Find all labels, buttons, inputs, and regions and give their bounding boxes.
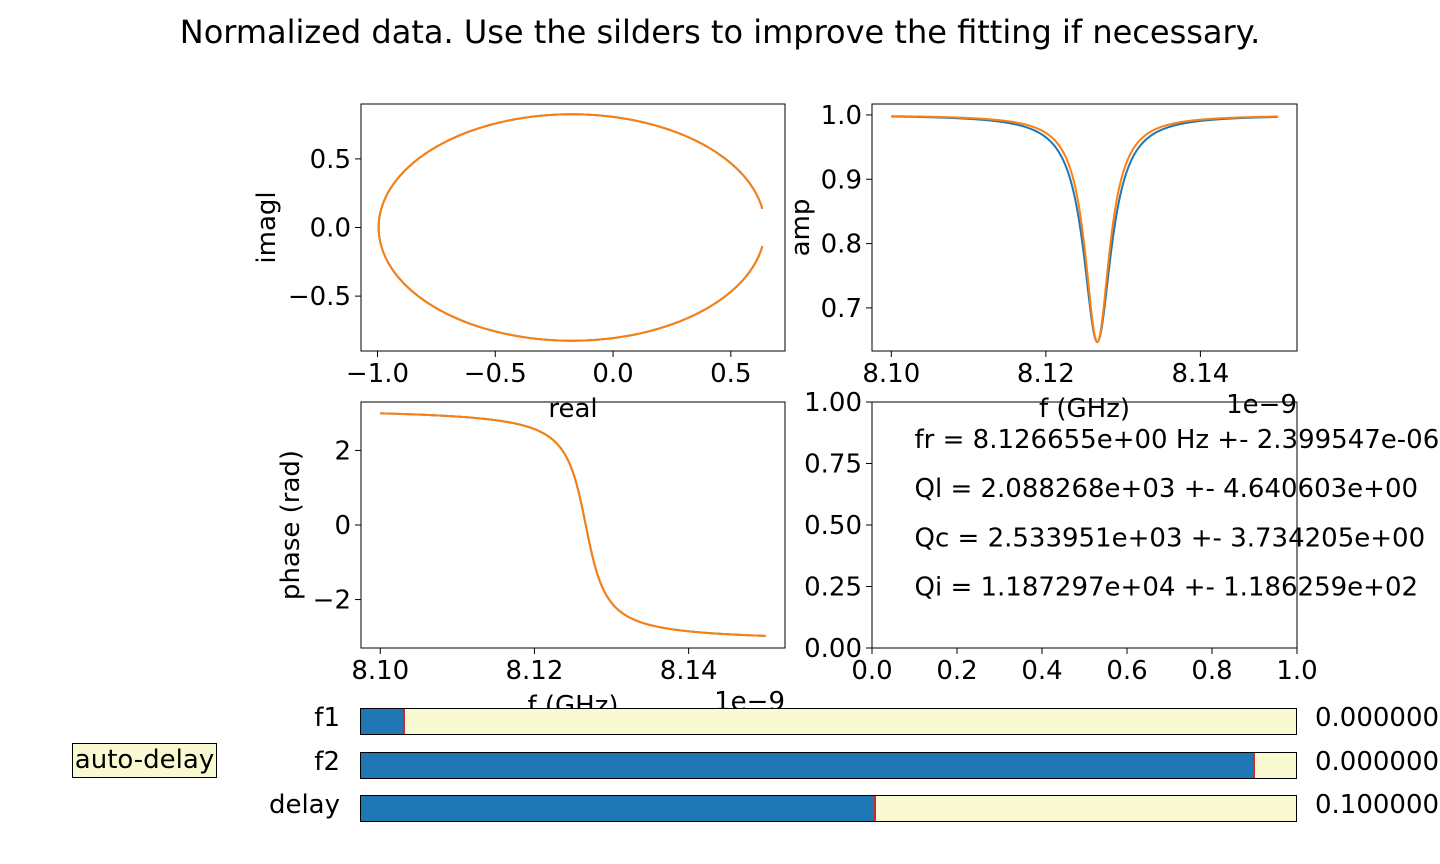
- amp-ytick-label: 0.8: [821, 230, 862, 260]
- phase-ylabel: phase (rad): [276, 450, 306, 600]
- amp-ylabel: amp: [786, 199, 816, 257]
- results-ytick-label: 0.50: [804, 511, 862, 541]
- results-xtick-label: 1.0: [1276, 656, 1317, 686]
- slider-f1-handle[interactable]: [403, 709, 405, 734]
- slider-delay-fill: [361, 796, 876, 821]
- iq-xtick-label: −0.5: [464, 359, 527, 389]
- slider-f2-fill: [361, 753, 1254, 778]
- phase-ytick-label: 2: [334, 436, 351, 466]
- iq-ytick-label: −0.5: [288, 282, 351, 312]
- results-ytick-label: 0.25: [804, 573, 862, 603]
- amp-xtick-label: 8.12: [1017, 359, 1075, 389]
- iq-frame: [360, 103, 786, 352]
- phase-xtick-label: 8.10: [351, 656, 409, 686]
- results-xtick-label: 0.8: [1191, 656, 1232, 686]
- phase-series-fit: [380, 412, 766, 637]
- slider-delay[interactable]: [360, 795, 1297, 822]
- slider-f2-value: 0.000000: [1315, 747, 1440, 777]
- slider-f2-handle[interactable]: [1252, 753, 1255, 778]
- slider-f1-fill: [361, 709, 404, 734]
- results-text: Qi = 1.187297e+04 +- 1.186259e+02: [915, 573, 1419, 603]
- iq-series-data: [377, 113, 764, 342]
- slider-f2[interactable]: [360, 752, 1297, 779]
- iq-ytick-label: 0.0: [310, 214, 351, 244]
- slider-delay-handle[interactable]: [874, 796, 877, 821]
- phase-xtick-label: 8.14: [660, 656, 718, 686]
- slider-delay-value: 0.100000: [1315, 790, 1440, 820]
- results-xtick-label: 0.0: [851, 656, 892, 686]
- iq-xtick-label: 0.5: [710, 359, 751, 389]
- results-xtick-label: 0.4: [1021, 656, 1062, 686]
- results-text: fr = 8.126655e+00 Hz +- 2.399547e-06: [915, 425, 1440, 455]
- results-text: Ql = 2.088268e+03 +- 4.640603e+00: [915, 474, 1419, 504]
- phase-xtick-label: 8.12: [506, 656, 564, 686]
- iq-series-fit: [377, 113, 764, 342]
- results-text: Qc = 2.533951e+03 +- 3.734205e+00: [915, 523, 1426, 553]
- slider-f1[interactable]: [360, 708, 1297, 735]
- results-ytick-label: 1.00: [804, 388, 862, 418]
- phase-frame: [360, 401, 786, 649]
- phase-ytick-label: 0: [334, 511, 351, 541]
- results-frame: [871, 401, 1298, 649]
- auto-delay-button[interactable]: auto-delay: [72, 743, 217, 778]
- iq-ytick-label: 0.5: [310, 145, 351, 175]
- amp-ytick-label: 0.9: [821, 165, 862, 195]
- phase-series-data: [380, 412, 766, 637]
- iq-xlabel: real: [548, 394, 597, 424]
- phase-ytick-label: −2: [313, 586, 351, 616]
- amp-xtick-label: 8.10: [862, 359, 920, 389]
- iq-ylabel: imagl: [252, 191, 282, 263]
- amp-series-fit: [891, 115, 1278, 343]
- figure-title: Normalized data. Use the silders to impr…: [180, 13, 1260, 51]
- results-ytick-label: 0.00: [804, 634, 862, 664]
- slider-f1-value: 0.000000: [1315, 703, 1440, 733]
- amp-xtick-label: 8.14: [1171, 359, 1229, 389]
- iq-xtick-label: 0.0: [592, 359, 633, 389]
- slider-f2-label: f2: [314, 747, 340, 777]
- slider-delay-label: delay: [268, 790, 340, 820]
- iq-xtick-label: −1.0: [346, 359, 409, 389]
- results-ytick-label: 0.75: [804, 450, 862, 480]
- amp-series-data: [891, 115, 1278, 343]
- amp-frame: [871, 103, 1298, 352]
- amp-offset-text: 1e−9: [1226, 390, 1297, 420]
- results-xtick-label: 0.6: [1106, 656, 1147, 686]
- results-xtick-label: 0.2: [936, 656, 977, 686]
- amp-ytick-label: 1.0: [821, 101, 862, 131]
- amp-ytick-label: 0.7: [821, 294, 862, 324]
- slider-f1-label: f1: [314, 703, 340, 733]
- amp-xlabel: f (GHz): [1039, 394, 1130, 424]
